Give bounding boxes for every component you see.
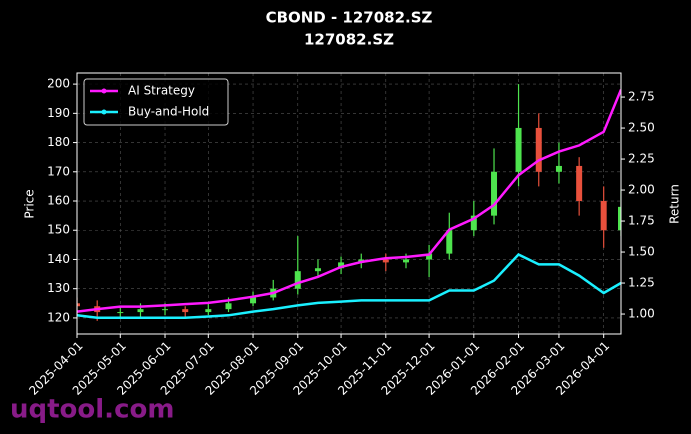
candle-body (535, 127, 542, 172)
candle-body (446, 230, 453, 254)
watermark: uqtool.com (10, 395, 174, 425)
candle-body (576, 165, 583, 202)
legend-label: Buy-and-Hold (128, 105, 209, 119)
candle-body (182, 309, 189, 313)
y-tick-label: 200 (47, 77, 70, 91)
candle-body (470, 215, 477, 231)
y-tick-label: 150 (47, 223, 70, 237)
legend-box (83, 78, 229, 126)
y-tick-label: 190 (47, 106, 70, 120)
candle-body (225, 303, 232, 310)
candle-body (162, 309, 169, 311)
candle-body (382, 259, 389, 263)
candle-body (77, 303, 80, 307)
chart-subtitle: 127082.SZ (304, 31, 394, 49)
candle-body (294, 271, 301, 289)
plot (77, 84, 621, 321)
legend-label: AI Strategy (128, 84, 195, 98)
y2-tick-label: 2.25 (628, 152, 655, 166)
candle-body (426, 253, 433, 260)
candle-body (618, 206, 621, 231)
candle-body (205, 309, 212, 313)
y-tick-label: 170 (47, 164, 70, 178)
candle-body (250, 297, 257, 304)
legend-marker (101, 88, 107, 94)
line-series (77, 89, 621, 313)
chart-title: CBOND - 127082.SZ (266, 9, 433, 27)
y-tick-label: 140 (47, 252, 70, 266)
candle-body (515, 127, 522, 172)
y2-tick-label: 1.00 (628, 307, 655, 321)
y-axis-label: Price (23, 189, 37, 218)
y-tick-label: 130 (47, 281, 70, 295)
y2-tick-label: 2.00 (628, 183, 655, 197)
y2-axis-label: Return (668, 184, 682, 224)
y2-tick-label: 1.50 (628, 245, 655, 259)
candle-body (137, 309, 144, 313)
candle-body (600, 201, 607, 231)
candle-body (314, 268, 321, 272)
candle-body (491, 171, 498, 216)
y2-tick-label: 2.50 (628, 121, 655, 135)
candle-body (555, 165, 562, 172)
line-series (77, 252, 621, 320)
legend-marker (101, 109, 107, 115)
y2-tick-label: 2.75 (628, 90, 655, 104)
candle-body (338, 262, 345, 269)
y-tick-label: 160 (47, 194, 70, 208)
candle-body (117, 312, 124, 314)
y2-tick-label: 1.75 (628, 214, 655, 228)
plot-frame (76, 72, 622, 335)
y-tick-label: 180 (47, 135, 70, 149)
y-tick-label: 120 (47, 310, 70, 324)
candle-body (402, 259, 409, 263)
y2-tick-label: 1.25 (628, 276, 655, 290)
